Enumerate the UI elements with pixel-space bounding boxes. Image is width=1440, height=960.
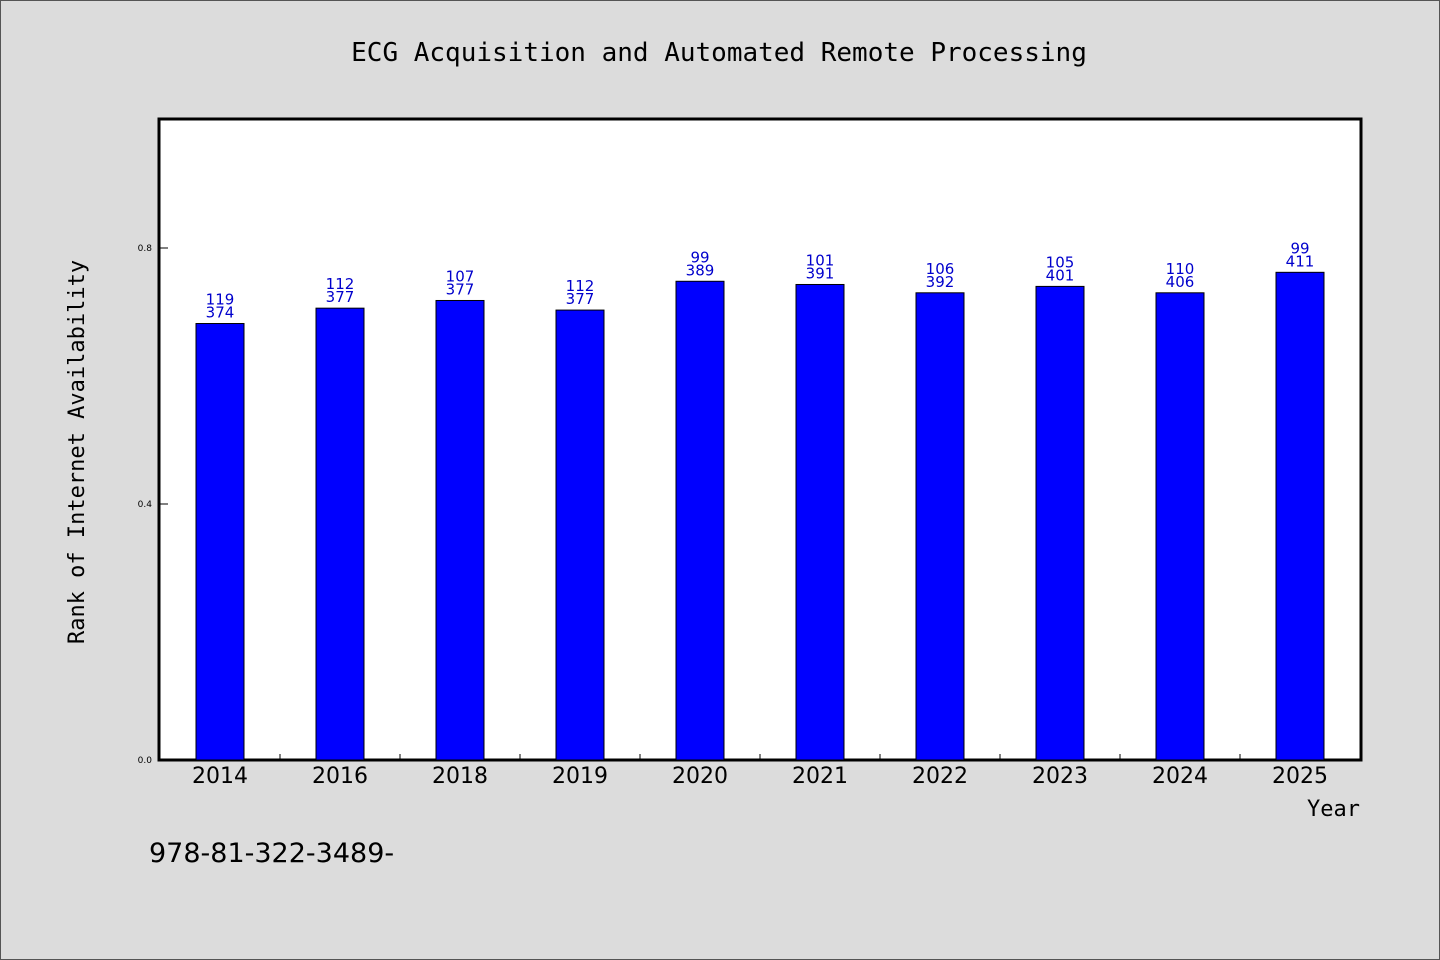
y-tick-label: 0.0 xyxy=(138,756,153,766)
bar-2022 xyxy=(915,292,965,761)
bar-label-top-2022: 106 xyxy=(926,260,955,278)
x-tick-label-2018: 2018 xyxy=(432,764,488,789)
x-tick-label-2014: 2014 xyxy=(192,764,248,789)
bars xyxy=(195,271,1325,761)
bar-label-bottom-2016: 377 xyxy=(326,288,355,306)
bar-label-top-2019: 112 xyxy=(566,277,595,295)
y-tick-label: 0.4 xyxy=(138,500,153,510)
x-tick-label-2016: 2016 xyxy=(312,764,368,789)
bar-2016 xyxy=(315,307,365,761)
bar-2025 xyxy=(1275,271,1325,761)
bar-label-top-2018: 107 xyxy=(446,267,475,285)
bar-label-bottom-2014: 374 xyxy=(206,304,235,322)
bar-2019 xyxy=(555,309,605,761)
bar-label-top-2023: 105 xyxy=(1046,253,1075,271)
y-axis-label: Rank of Internet Availability xyxy=(65,260,90,644)
bar-2023 xyxy=(1035,285,1085,761)
bar-label-bottom-2018: 377 xyxy=(446,280,475,298)
x-tick-label-2023: 2023 xyxy=(1032,764,1088,789)
x-tick-label-2024: 2024 xyxy=(1152,764,1208,789)
x-axis-ticks: 2014 2016 2018 2019 2020 2021 2022 2023 2024 2025 xyxy=(192,754,1328,789)
x-axis-label: Year xyxy=(1307,797,1360,822)
bar-label-top-2024: 110 xyxy=(1166,260,1195,278)
bar-label-top-2014: 119 xyxy=(206,291,235,309)
footnote-isbn: 978-81-322-3489- xyxy=(149,838,394,869)
bar-label-top-2020: 99 xyxy=(690,248,709,266)
x-tick-label-2020: 2020 xyxy=(672,764,728,789)
bar-2018 xyxy=(435,299,485,761)
bar-label-top-2021: 101 xyxy=(806,251,835,269)
bar-label-bottom-2020: 389 xyxy=(686,261,715,279)
chart-title: ECG Acquisition and Automated Remote Pro… xyxy=(351,38,1087,68)
x-tick-label-2021: 2021 xyxy=(792,764,848,789)
x-tick-label-2019: 2019 xyxy=(552,764,608,789)
bar-2020 xyxy=(675,280,725,761)
bar-label-bottom-2021: 391 xyxy=(806,264,835,282)
bar-label-bottom-2024: 406 xyxy=(1166,273,1195,291)
x-tick-label-2022: 2022 xyxy=(912,764,968,789)
y-axis-ticks: 0.0 0.4 0.8 xyxy=(138,244,168,766)
bar-2014 xyxy=(195,323,245,761)
bar-label-top-2025: 99 xyxy=(1290,239,1309,257)
bar-label-top-2016: 112 xyxy=(326,275,355,293)
bar-label-bottom-2023: 401 xyxy=(1046,266,1075,284)
bar-2024 xyxy=(1155,292,1205,761)
bar-label-bottom-2019: 377 xyxy=(566,290,595,308)
bar-2021 xyxy=(795,283,845,761)
bar-label-bottom-2025: 411 xyxy=(1286,252,1315,270)
y-tick-label: 0.8 xyxy=(138,244,153,254)
bar-label-bottom-2022: 392 xyxy=(926,273,955,291)
x-tick-label-2025: 2025 xyxy=(1272,764,1328,789)
